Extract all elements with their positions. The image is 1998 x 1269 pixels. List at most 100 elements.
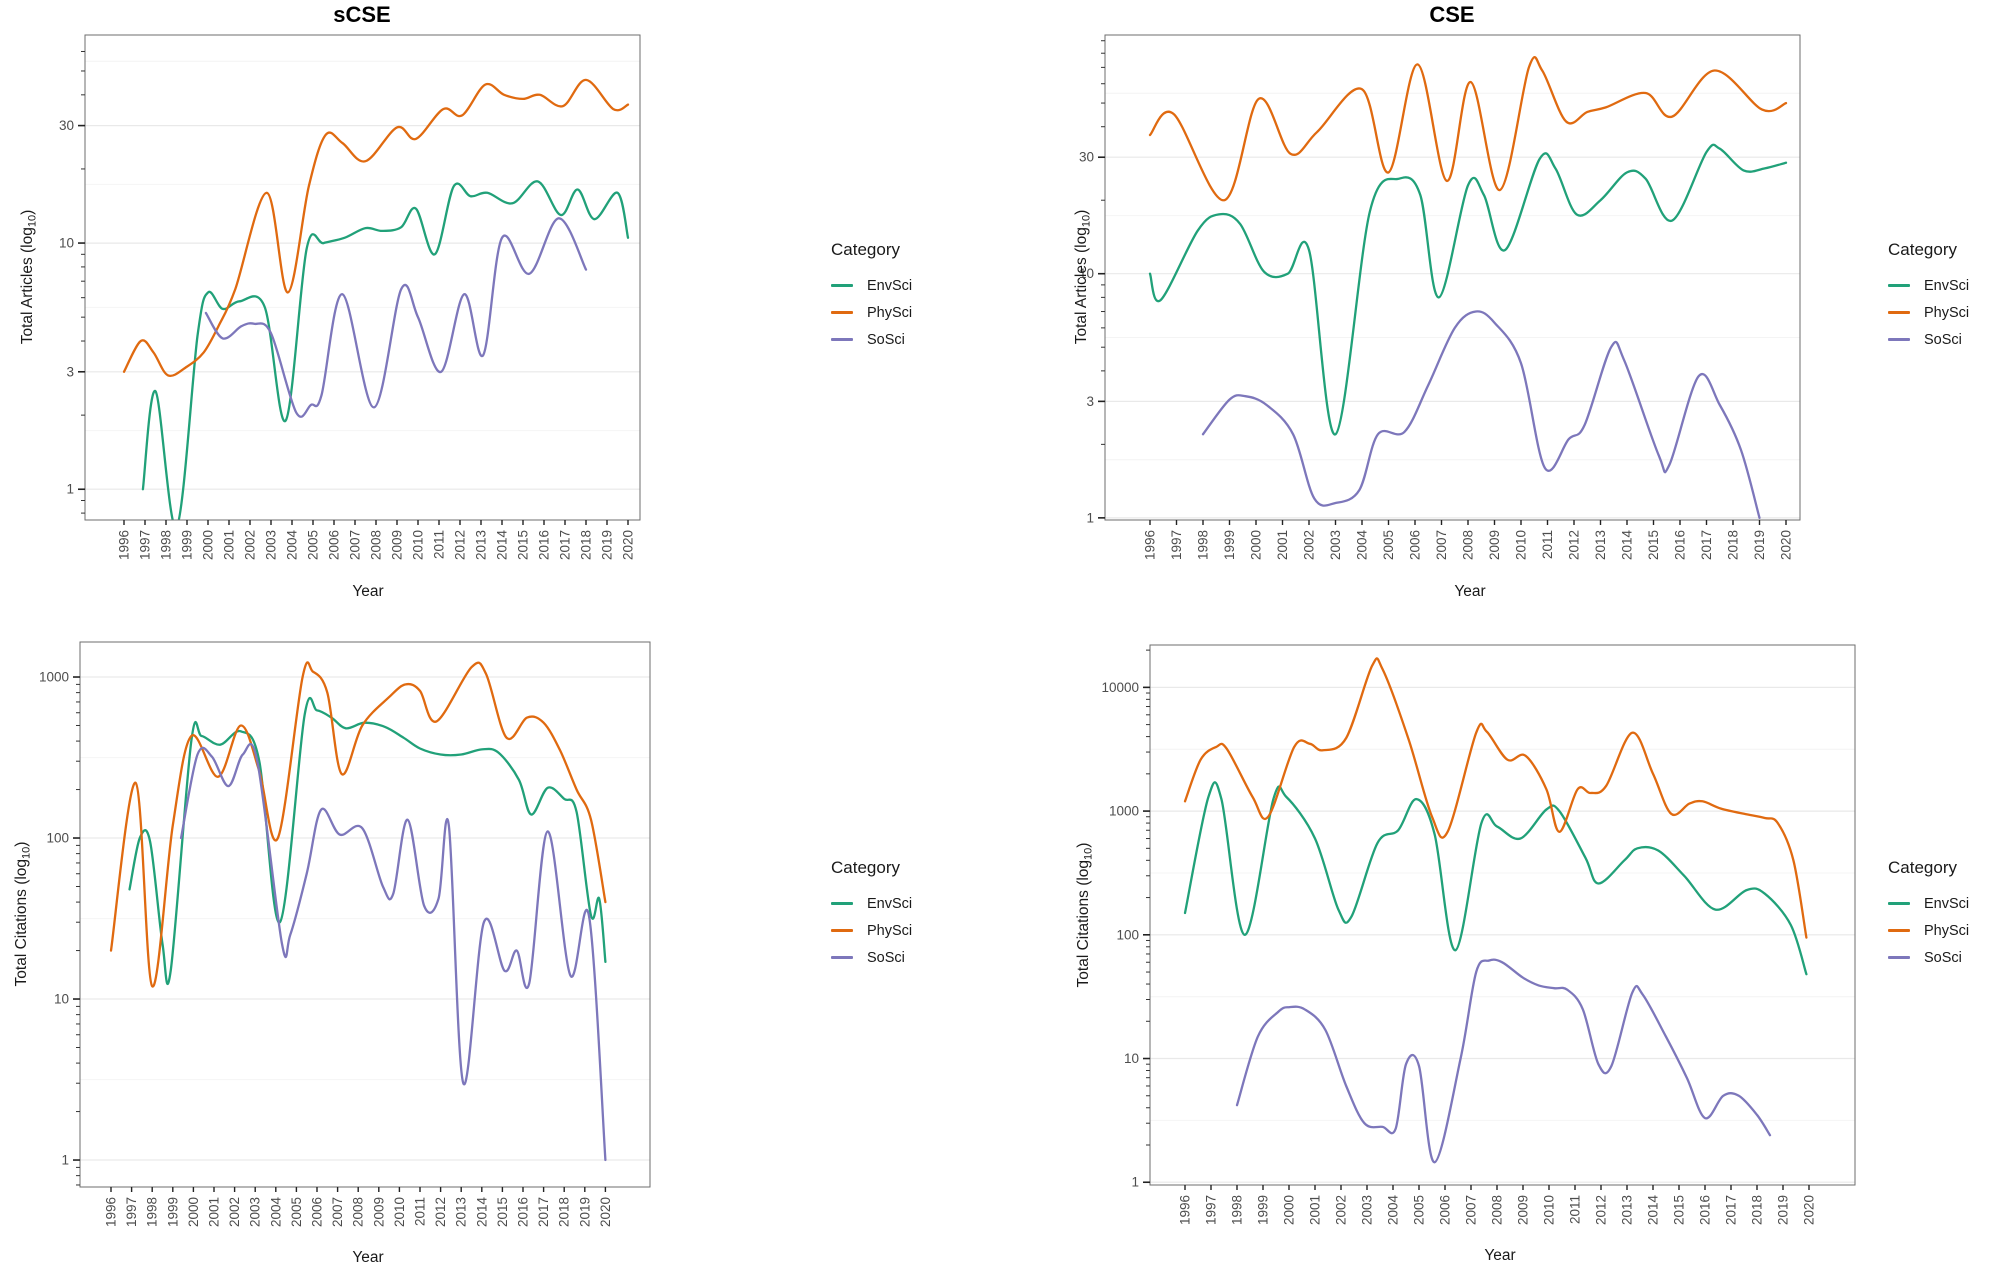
- x-tick-label: 2010: [392, 1197, 407, 1227]
- x-tick-label: 2008: [1461, 530, 1476, 560]
- x-tick-label: 2018: [579, 530, 594, 560]
- legend-label: PhySci: [867, 922, 913, 939]
- y-axis-title: Total Articles (log10): [1073, 210, 1093, 345]
- legend-item-sosci: SoSci: [1888, 944, 1969, 971]
- x-tick-label: 2000: [186, 1197, 201, 1227]
- x-tick-label: 2016: [1698, 1195, 1713, 1225]
- y-tick-label: 10: [59, 236, 74, 251]
- x-tick-label: 2014: [474, 1197, 489, 1228]
- line-physci: [1148, 56, 1788, 202]
- x-tick-label: 2004: [285, 530, 300, 561]
- x-tick-label: 2017: [536, 1197, 551, 1227]
- legend-item-envsci: EnvSci: [831, 890, 912, 917]
- x-tick-label: 2001: [222, 530, 237, 560]
- x-tick-label: 2006: [1408, 530, 1423, 560]
- line-sosci: [1235, 958, 1772, 1164]
- x-tick-label: 2015: [1672, 1195, 1687, 1225]
- legend-item-envsci: EnvSci: [831, 272, 912, 299]
- envsci-line-swatch-icon: [831, 902, 853, 905]
- x-tick-label: 2011: [1568, 1195, 1583, 1224]
- x-tick-label: 2014: [1646, 1195, 1661, 1226]
- x-tick-label: 2016: [537, 530, 552, 560]
- x-tick-label: 1999: [165, 1197, 180, 1227]
- sosci-line-swatch-icon: [831, 956, 853, 959]
- x-tick-label: 2001: [1275, 530, 1290, 560]
- legend-label: SoSci: [867, 331, 905, 348]
- line-physci: [1183, 657, 1808, 939]
- x-tick-label: 2009: [390, 530, 405, 560]
- y-tick-label: 1000: [1109, 804, 1139, 819]
- legend-label: SoSci: [1924, 331, 1962, 348]
- line-envsci: [141, 180, 630, 520]
- x-tick-label: 2010: [1542, 1195, 1557, 1225]
- x-tick-label: 2002: [227, 1197, 242, 1227]
- x-tick-label: 2016: [516, 1197, 531, 1227]
- legend-title: Category: [831, 858, 900, 877]
- x-tick-label: 2015: [1646, 530, 1661, 560]
- legend-label: SoSci: [867, 949, 905, 966]
- envsci-line-swatch-icon: [831, 284, 853, 287]
- line-envsci: [1183, 781, 1808, 976]
- x-tick-label: 2011: [1540, 530, 1555, 559]
- x-tick-label: 2005: [306, 530, 321, 560]
- y-tick-label: 30: [59, 118, 74, 133]
- legend-label: EnvSci: [1924, 895, 1970, 912]
- x-tick-label: 1996: [104, 1197, 119, 1227]
- x-tick-label: 1997: [124, 1197, 139, 1227]
- y-tick-label: 3: [1086, 394, 1094, 409]
- line-envsci: [1148, 143, 1788, 436]
- x-tick-label: 2010: [1514, 530, 1529, 560]
- legend-label: PhySci: [867, 304, 913, 321]
- legend-title: Category: [1888, 240, 1957, 259]
- y-axis-title: Total Articles (log10): [19, 210, 39, 345]
- x-tick-label: 2014: [495, 530, 510, 561]
- legend-cse-articles: Category EnvSci PhySci SoSci: [1888, 240, 1969, 353]
- y-tick-label: 10000: [1101, 680, 1139, 695]
- x-tick-label: 2005: [289, 1197, 304, 1227]
- x-tick-label: 2006: [1438, 1195, 1453, 1225]
- x-tick-label: 1997: [1204, 1195, 1219, 1225]
- legend-item-sosci: SoSci: [1888, 326, 1969, 353]
- line-sosci: [179, 742, 607, 1162]
- x-tick-label: 2018: [1726, 530, 1741, 560]
- x-tick-label: 1997: [1169, 530, 1184, 560]
- x-tick-label: 2003: [264, 530, 279, 560]
- line-physci: [122, 78, 630, 378]
- y-tick-label: 1: [61, 1153, 69, 1168]
- x-tick-label: 2009: [1487, 530, 1502, 560]
- legend-item-sosci: SoSci: [831, 326, 912, 353]
- x-tick-label: 2002: [1302, 530, 1317, 560]
- physci-line-swatch-icon: [1888, 929, 1910, 932]
- x-tick-label: 1996: [117, 530, 132, 560]
- x-tick-label: 1997: [138, 530, 153, 560]
- x-tick-label: 2009: [371, 1197, 386, 1227]
- x-tick-label: 2010: [411, 530, 426, 560]
- x-tick-label: 2011: [432, 530, 447, 559]
- x-tick-label: 2019: [577, 1197, 592, 1227]
- physci-line-swatch-icon: [1888, 311, 1910, 314]
- y-tick-label: 10: [1079, 266, 1094, 281]
- line-physci: [109, 661, 607, 988]
- legend-label: EnvSci: [867, 895, 913, 912]
- chart-scse-articles: 1 3 10 30 1996 1997 1998 1999 2000 2001 2002 2003 20…: [19, 2, 641, 600]
- chart-title: CSE: [1429, 2, 1474, 27]
- y-tick-label: 10: [1124, 1051, 1139, 1066]
- legend-item-physci: PhySci: [831, 917, 912, 944]
- x-tick-label: 2001: [1308, 1195, 1323, 1225]
- legend-label: EnvSci: [867, 277, 913, 294]
- x-tick-label: 2007: [348, 530, 363, 560]
- x-axis-title: Year: [1484, 1247, 1515, 1264]
- x-tick-label: 1999: [180, 530, 195, 560]
- x-tick-label: 2000: [1249, 530, 1264, 560]
- x-tick-label: 2007: [1434, 530, 1449, 560]
- x-tick-label: 2018: [1750, 1195, 1765, 1225]
- x-tick-label: 2008: [351, 1197, 366, 1227]
- legend-item-physci: PhySci: [1888, 299, 1969, 326]
- x-tick-label: 2012: [453, 530, 468, 560]
- y-axis-title: Total Citations (log10): [13, 842, 33, 987]
- x-tick-label: 1998: [1196, 530, 1211, 560]
- legend-title: Category: [1888, 858, 1957, 877]
- x-tick-label: 2012: [1567, 530, 1582, 560]
- series-lines: [109, 661, 607, 1162]
- x-tick-label: 2007: [1464, 1195, 1479, 1225]
